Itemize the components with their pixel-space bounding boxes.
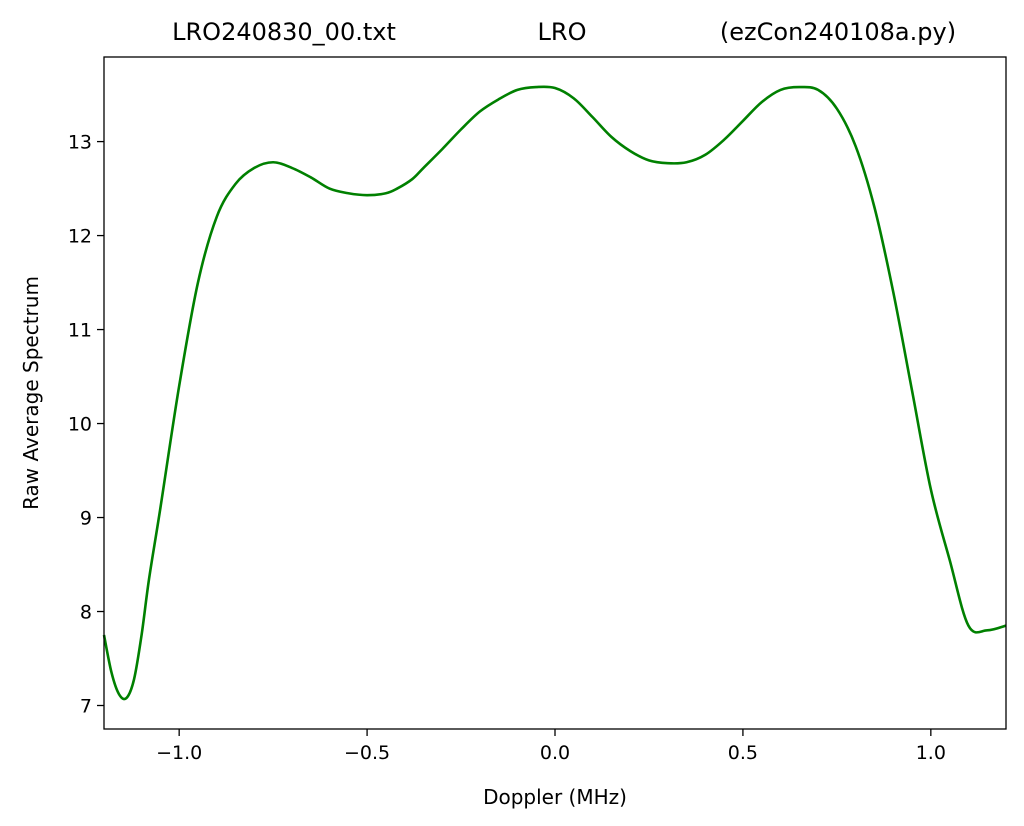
x-tick-label: −0.5	[344, 742, 390, 764]
x-tick-label: 0.5	[728, 742, 758, 764]
chart-title: LRO240830_00.txt LRO (ezCon240108a.py)	[172, 18, 956, 46]
x-tick-label: 1.0	[916, 742, 946, 764]
x-tick-label: 0.0	[540, 742, 570, 764]
y-tick-label: 11	[68, 320, 92, 342]
x-axis-ticks: −1.0 −0.5 0.0 0.5 1.0	[156, 729, 946, 764]
y-axis-ticks: 7 8 9 10 11 12 13	[68, 132, 104, 718]
series-line	[102, 85, 1007, 701]
y-tick-label: 8	[80, 602, 92, 624]
title-filename: LRO240830_00.txt	[172, 18, 396, 46]
x-axis-label: Doppler (MHz)	[483, 785, 627, 809]
title-script: (ezCon240108a.py)	[720, 18, 956, 46]
y-tick-label: 9	[80, 508, 92, 530]
title-station: LRO	[538, 18, 587, 46]
y-tick-label: 12	[68, 226, 92, 248]
y-tick-label: 7	[80, 696, 92, 718]
y-axis-label: Raw Average Spectrum	[19, 276, 43, 510]
series-group	[102, 85, 1007, 701]
x-tick-label: −1.0	[156, 742, 202, 764]
plot-frame	[103, 56, 1007, 730]
y-tick-label: 10	[68, 414, 92, 436]
y-tick-label: 13	[68, 132, 92, 154]
